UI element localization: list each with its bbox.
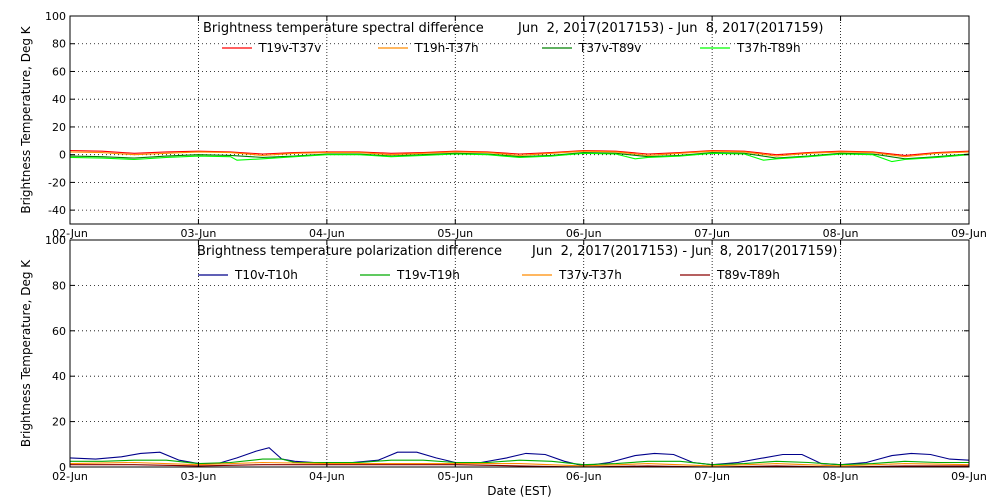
spectral-chart-title: Brightness temperature spectral differen… bbox=[203, 21, 484, 36]
x-tick-label: 09-Jun bbox=[951, 227, 987, 240]
y-tick-label: 60 bbox=[52, 325, 66, 338]
y-tick-label: 0 bbox=[59, 149, 66, 162]
x-axis-label: Date (EST) bbox=[487, 484, 551, 498]
legend-label: T37v-T89v bbox=[578, 41, 641, 55]
y-tick-label: -40 bbox=[48, 204, 66, 217]
x-tick-label: 03-Jun bbox=[181, 227, 217, 240]
spectral-legend: T19v-T37v T19h-T37h T37v-T89v T37h-T89h bbox=[222, 41, 801, 55]
x-tick-label: 08-Jun bbox=[823, 470, 859, 483]
spectral-chart-date-range: Jun 2, 2017(2017153) - Jun 8, 2017(20171… bbox=[517, 21, 823, 36]
x-tick-label: 06-Jun bbox=[566, 227, 602, 240]
polarization-chart-title: Brightness temperature polarization diff… bbox=[197, 244, 502, 259]
y-tick-label: 100 bbox=[45, 234, 66, 247]
spectral-plot-frame bbox=[69, 15, 970, 225]
spectral-series bbox=[69, 149, 970, 163]
y-tick-label: 100 bbox=[45, 10, 66, 23]
y-tick-label: 80 bbox=[52, 38, 66, 51]
x-tick-label: 08-Jun bbox=[823, 227, 859, 240]
legend-label: T37h-T89h bbox=[736, 41, 801, 55]
x-tick-label: 02-Jun bbox=[52, 227, 88, 240]
x-tick-label: 05-Jun bbox=[437, 470, 473, 483]
polarization-y-axis: 0 20 40 60 80 100 bbox=[45, 234, 969, 474]
x-tick-label: 06-Jun bbox=[566, 470, 602, 483]
y-tick-label: 40 bbox=[52, 93, 66, 106]
legend-label: T19v-T19h bbox=[396, 268, 460, 282]
polarization-grid bbox=[70, 240, 969, 468]
series-line bbox=[69, 461, 970, 467]
series-line bbox=[69, 149, 970, 156]
polarization-x-axis: 02-Jun 03-Jun 04-Jun 05-Jun 06-Jun 07-Jun 08-J… bbox=[52, 240, 987, 483]
spectral-difference-panel: -40 -20 0 20 40 60 80 100 02-Jun 03-Jun 04-Jun 05-… bbox=[19, 10, 987, 240]
y-tick-label: 40 bbox=[52, 370, 66, 383]
polarization-plot-frame bbox=[69, 239, 970, 468]
polarization-difference-panel: 0 20 40 60 80 100 02-Jun 03-Jun 04-Jun 05-Jun 06-… bbox=[19, 234, 987, 498]
polarization-y-axis-label: Brightness Temperature, Deg K bbox=[19, 259, 33, 447]
legend-label: T19h-T37h bbox=[414, 41, 479, 55]
spectral-x-axis: 02-Jun 03-Jun 04-Jun 05-Jun 06-Jun 07-Jun 08-J… bbox=[52, 16, 987, 240]
y-tick-label: 60 bbox=[52, 65, 66, 78]
legend-label: T37v-T37h bbox=[558, 268, 622, 282]
series-line bbox=[70, 458, 969, 466]
polarization-chart-date-range: Jun 2, 2017(2017153) - Jun 8, 2017(20171… bbox=[531, 244, 837, 259]
x-tick-label: 04-Jun bbox=[309, 227, 345, 240]
spectral-y-axis-label: Brightness Temperature, Deg K bbox=[19, 25, 33, 213]
legend-label: T10v-T10h bbox=[234, 268, 298, 282]
series-line bbox=[69, 152, 970, 160]
polarization-legend: T10v-T10h T19v-T19h T37v-T37h T89v-T89h bbox=[198, 268, 780, 282]
legend-label: T19v-T37v bbox=[258, 41, 321, 55]
x-tick-label: 05-Jun bbox=[437, 227, 473, 240]
x-tick-label: 07-Jun bbox=[694, 227, 730, 240]
y-tick-label: 0 bbox=[59, 461, 66, 474]
spectral-y-axis: -40 -20 0 20 40 60 80 100 bbox=[45, 10, 969, 217]
x-tick-label: 07-Jun bbox=[694, 470, 730, 483]
x-tick-label: 04-Jun bbox=[309, 470, 345, 483]
y-tick-label: -20 bbox=[48, 176, 66, 189]
x-tick-label: 09-Jun bbox=[951, 470, 987, 483]
series-line bbox=[69, 150, 970, 158]
polarization-series bbox=[69, 447, 970, 468]
x-tick-label: 03-Jun bbox=[181, 470, 217, 483]
series-line bbox=[69, 447, 970, 467]
y-tick-label: 20 bbox=[52, 121, 66, 134]
spectral-grid bbox=[70, 16, 969, 224]
series-line bbox=[69, 152, 970, 163]
y-tick-label: 20 bbox=[52, 416, 66, 429]
y-tick-label: 80 bbox=[52, 279, 66, 292]
legend-label: T89v-T89h bbox=[716, 268, 780, 282]
x-tick-label: 02-Jun bbox=[52, 470, 88, 483]
